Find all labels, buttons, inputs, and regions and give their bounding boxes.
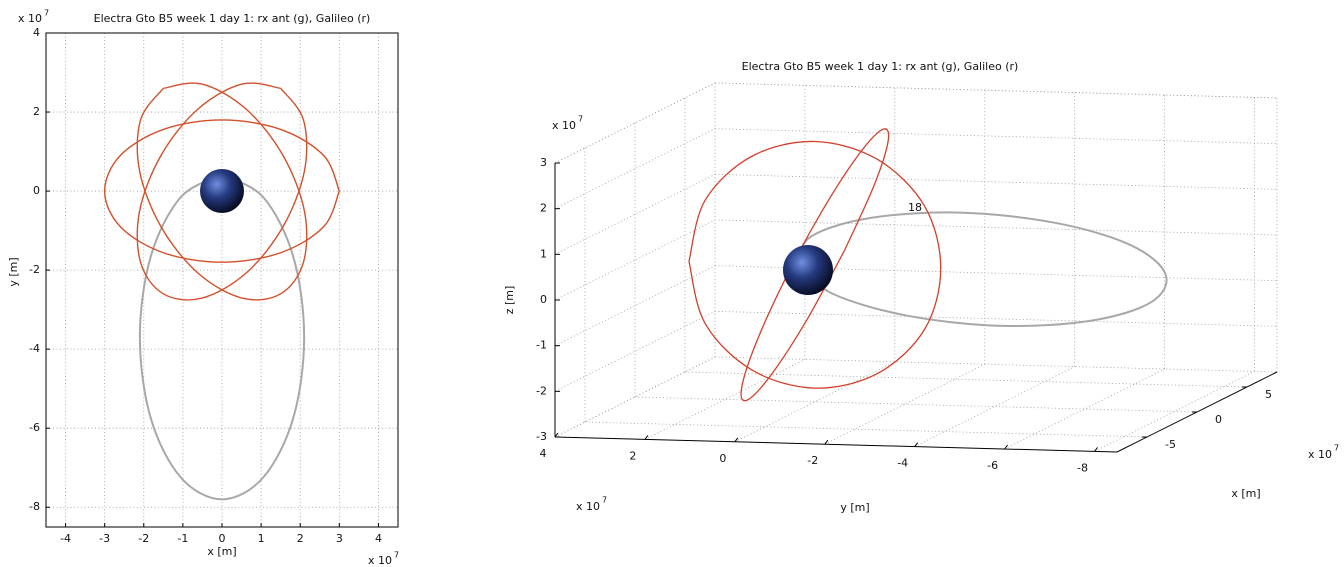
- x-tick-label: -4: [60, 532, 71, 545]
- y-tick-label: -4: [897, 457, 908, 470]
- x-tick-label: 2: [297, 532, 304, 545]
- x-tick-label: 0: [1215, 413, 1222, 426]
- chart-title: Electra Gto B5 week 1 day 1: rx ant (g),…: [94, 12, 371, 25]
- y-tick-label: 2: [33, 105, 40, 118]
- x-tick-label: -5: [1165, 438, 1176, 451]
- y-tick-label: -2: [807, 454, 818, 467]
- y-tick-label: -8: [1077, 461, 1088, 474]
- x-axis-label: x [m]: [207, 545, 236, 558]
- x-scale-exp: 7: [1334, 444, 1339, 453]
- y-tick-label: -2: [29, 263, 40, 276]
- grid-line: [685, 372, 1247, 387]
- z-scale-exp: 7: [578, 115, 583, 124]
- x-tick-label: 3: [336, 532, 343, 545]
- earth: [200, 169, 244, 213]
- grid-line: [645, 359, 805, 439]
- page: x 10 7 Electra Gto B5 week 1 day 1: rx a…: [0, 0, 1344, 567]
- x-tick-label: -2: [138, 532, 149, 545]
- grid-line: [715, 220, 1277, 235]
- z-tick-label: -1: [536, 339, 547, 352]
- x-tick-label: 4: [375, 532, 382, 545]
- x-scale-exp: 7: [394, 551, 399, 560]
- grid-line: [715, 129, 1277, 144]
- y-tick-label: -6: [29, 421, 40, 434]
- y-scale: x 10: [18, 12, 42, 25]
- tick-mark: [915, 443, 918, 447]
- z-axis-label: z [m]: [503, 286, 516, 315]
- plot-layer: -4 -3 -2 -1 0 1 2 3 4 -8 -6 -4 -2 0 2 4 -3 -2 -1 0 1 2 3 -8 -6 -4…: [29, 26, 1277, 545]
- x-scale: x 10: [368, 554, 392, 567]
- y-tick-label: 0: [33, 184, 40, 197]
- x-tick-label: 1: [258, 532, 265, 545]
- orbit-line: [140, 175, 304, 499]
- y-tick-label: -4: [29, 342, 40, 355]
- y-tick-label: -6: [987, 459, 998, 472]
- z-tick-label: 3: [540, 156, 547, 169]
- z-tick-label: -3: [536, 430, 547, 443]
- grid-line: [715, 311, 1277, 326]
- x-tick-label: 5: [1265, 388, 1272, 401]
- tick-mark: [645, 435, 648, 439]
- y-axis: [555, 437, 1117, 452]
- x-tick-label: 0: [219, 532, 226, 545]
- y-tick-label: 0: [719, 452, 726, 465]
- z-tick-label: 2: [540, 202, 547, 215]
- x-axis-label: x [m]: [1231, 487, 1260, 500]
- tick-mark: [1095, 447, 1098, 451]
- y-tick-label: 4: [540, 447, 547, 460]
- earth: [783, 245, 833, 295]
- y-tick-label: 2: [629, 449, 636, 462]
- figure: x 10 7 Electra Gto B5 week 1 day 1: rx a…: [0, 0, 1344, 567]
- y-scale-exp: 7: [44, 9, 49, 18]
- y-tick-label: 4: [33, 26, 40, 39]
- grid-line: [635, 397, 1197, 412]
- y-scale: x 10: [576, 500, 600, 513]
- grid-line: [715, 357, 1277, 372]
- tick-mark: [735, 438, 738, 442]
- tick-mark: [1005, 445, 1008, 449]
- x-tick-label: -3: [99, 532, 110, 545]
- z-tick-label: -2: [536, 384, 547, 397]
- x-tick-label: -1: [177, 532, 188, 545]
- y-scale-exp: 7: [602, 496, 607, 505]
- box-edge: [715, 83, 1277, 98]
- z-tick-label: 0: [540, 293, 547, 306]
- x-scale: x 10: [1308, 448, 1332, 461]
- grid-line: [715, 174, 1277, 189]
- y-axis-label: y [m]: [7, 257, 20, 286]
- z-tick-label: 1: [540, 247, 547, 260]
- y-tick-label: -8: [29, 500, 40, 513]
- grid-line: [585, 422, 1147, 437]
- z-scale: x 10: [552, 119, 576, 132]
- tick-mark: [825, 440, 828, 444]
- chart-title: Electra Gto B5 week 1 day 1: rx ant (g),…: [742, 60, 1019, 73]
- y-axis-label: y [m]: [840, 501, 869, 514]
